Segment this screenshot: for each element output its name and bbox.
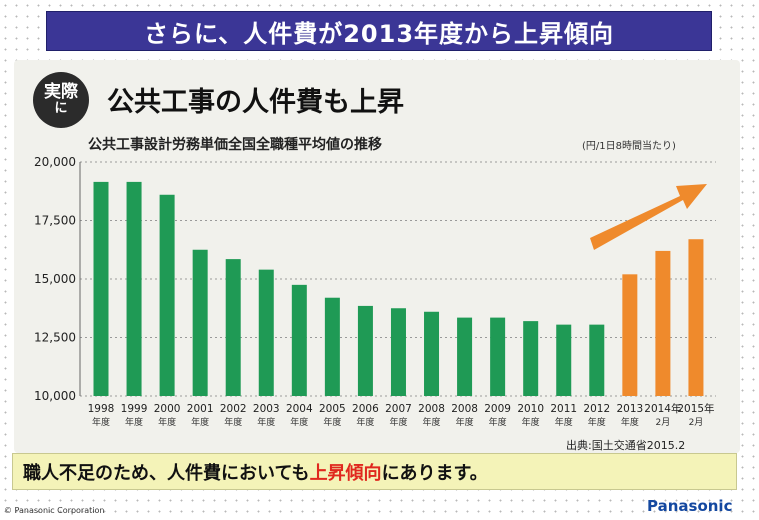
y-tick-label: 17,500: [34, 214, 76, 228]
summary-note: 職人不足のため、人件費においても 上昇傾向 にあります。: [12, 453, 737, 490]
y-tick-label: 10,000: [34, 389, 76, 403]
x-tick-sublabel: 年度: [522, 416, 540, 428]
x-tick-sublabel: 2月: [689, 417, 704, 428]
y-tick-label: 12,500: [34, 331, 76, 345]
copyright: © Panasonic Corporation: [4, 506, 105, 515]
brand-logo: Panasonic: [647, 497, 733, 515]
bar: [655, 250, 671, 396]
x-tick-sublabel: 年度: [456, 416, 474, 428]
x-tick-sublabel: 年度: [125, 416, 143, 428]
bar: [225, 259, 241, 396]
bar: [424, 311, 440, 396]
bar: [688, 239, 704, 396]
x-tick-label: 2005: [319, 403, 346, 415]
chart-title: 公共工事設計労務単価全国全職種平均値の推移: [88, 137, 382, 153]
x-tick-sublabel: 年度: [423, 416, 441, 428]
bar: [490, 317, 506, 396]
bar: [159, 194, 175, 396]
x-tick-sublabel: 年度: [356, 416, 374, 428]
x-tick-sublabel: 年度: [555, 416, 573, 428]
x-tick-label: 1999: [121, 403, 148, 415]
bar: [291, 284, 307, 396]
badge-line-2: に: [54, 101, 68, 117]
jissai-badge: 実際 に: [33, 72, 89, 128]
x-tick-label: 2008: [451, 403, 478, 415]
y-tick-label: 20,000: [34, 155, 76, 169]
x-tick-sublabel: 年度: [323, 416, 341, 428]
x-tick-sublabel: 年度: [257, 416, 275, 428]
x-tick-sublabel: 年度: [290, 416, 308, 428]
x-tick-label: 2003: [253, 403, 280, 415]
x-tick-label: 2007: [385, 403, 412, 415]
bar: [589, 324, 605, 396]
bar: [126, 181, 142, 396]
unit-note: (円/1日8時間当たり): [582, 141, 676, 152]
bar: [523, 321, 539, 396]
x-tick-label: 2004: [286, 403, 313, 415]
x-tick-sublabel: 年度: [588, 416, 606, 428]
x-tick-label: 2012: [583, 403, 610, 415]
bar: [556, 324, 572, 396]
note-text-2: にあります。: [381, 462, 488, 484]
bar: [622, 274, 638, 396]
x-tick-label: 2008: [418, 403, 445, 415]
x-tick-sublabel: 年度: [158, 416, 176, 428]
note-text-1: 職人不足のため、人件費においても: [23, 462, 310, 484]
x-tick-sublabel: 年度: [92, 416, 110, 428]
bar: [357, 305, 373, 396]
x-tick-sublabel: 年度: [191, 416, 209, 428]
bar: [192, 249, 208, 396]
title-banner: さらに、人件費が2013年度から上昇傾向: [46, 11, 712, 51]
x-tick-label: 2011: [550, 403, 577, 415]
x-tick-label: 2002: [220, 403, 247, 415]
bar: [324, 297, 340, 396]
note-highlight: 上昇傾向: [309, 462, 382, 484]
x-tick-label: 2006: [352, 403, 379, 415]
source-note: 出典:国土交通省2015.2: [566, 439, 686, 452]
x-tick-label: 1998: [88, 403, 115, 415]
x-tick-label: 2014年: [644, 402, 681, 415]
y-tick-label: 15,000: [34, 272, 76, 286]
x-tick-label: 2010: [517, 403, 544, 415]
x-tick-label: 2013: [616, 403, 643, 415]
bar: [258, 269, 274, 396]
trend-arrow: [590, 184, 707, 250]
x-tick-label: 2009: [484, 403, 511, 415]
x-tick-label: 2015年: [677, 402, 714, 415]
bar: [457, 317, 473, 396]
x-tick-label: 2001: [187, 403, 214, 415]
bar: [93, 181, 109, 396]
x-tick-sublabel: 年度: [621, 416, 639, 428]
bar-chart: 10,00012,50015,00017,50020,0001998年度1999…: [34, 155, 716, 428]
x-tick-label: 2000: [154, 403, 181, 415]
x-tick-sublabel: 年度: [389, 416, 407, 428]
badge-line-1: 実際: [44, 82, 78, 103]
section-heading: 公共工事の人件費も上昇: [107, 87, 404, 118]
bar: [390, 308, 406, 396]
x-tick-sublabel: 年度: [224, 416, 242, 428]
x-tick-sublabel: 年度: [489, 416, 507, 428]
x-tick-sublabel: 2月: [656, 417, 671, 428]
